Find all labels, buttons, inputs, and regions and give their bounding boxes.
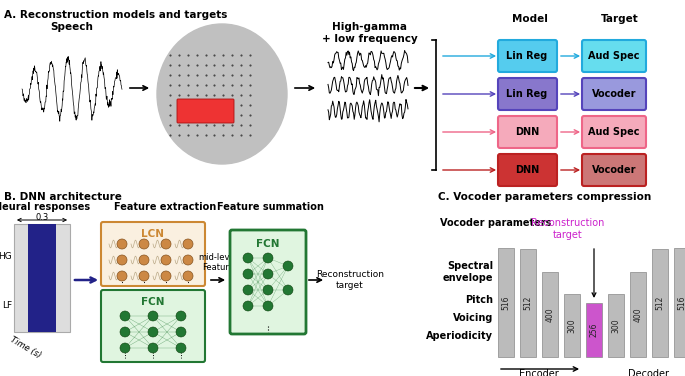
FancyBboxPatch shape: [230, 230, 306, 334]
Circle shape: [161, 271, 171, 281]
Text: 300: 300: [567, 318, 577, 333]
Circle shape: [117, 271, 127, 281]
Bar: [652, 249, 668, 357]
Text: Feature summation: Feature summation: [216, 202, 323, 212]
Circle shape: [120, 327, 130, 337]
Text: 512: 512: [656, 296, 664, 310]
Circle shape: [263, 269, 273, 279]
Circle shape: [148, 343, 158, 353]
Text: Vocoder: Vocoder: [592, 89, 636, 99]
Text: High-gamma
+ low frequency: High-gamma + low frequency: [322, 22, 418, 44]
FancyBboxPatch shape: [498, 154, 557, 186]
Text: 400: 400: [634, 307, 643, 322]
Text: Lin Reg: Lin Reg: [506, 89, 547, 99]
Text: 256: 256: [590, 323, 599, 337]
Text: A. Reconstruction models and targets: A. Reconstruction models and targets: [4, 10, 227, 20]
Circle shape: [139, 239, 149, 249]
Text: Encoder: Encoder: [519, 369, 559, 376]
Circle shape: [243, 285, 253, 295]
Text: 516: 516: [677, 295, 685, 310]
Text: LCN: LCN: [142, 229, 164, 239]
Circle shape: [283, 285, 293, 295]
Circle shape: [148, 311, 158, 321]
Text: Reconstruction
target: Reconstruction target: [532, 218, 605, 240]
Text: HG: HG: [0, 252, 12, 261]
FancyBboxPatch shape: [101, 290, 205, 362]
Text: Feature extraction: Feature extraction: [114, 202, 216, 212]
Text: 300: 300: [612, 318, 621, 333]
Bar: [586, 303, 602, 357]
Text: Lin Reg: Lin Reg: [506, 51, 547, 61]
Text: Spectral
envelope: Spectral envelope: [443, 261, 493, 283]
Circle shape: [183, 271, 193, 281]
Text: mid-level
Feature: mid-level Feature: [199, 253, 238, 272]
Text: 0.3: 0.3: [36, 213, 49, 222]
Circle shape: [176, 343, 186, 353]
Circle shape: [243, 253, 253, 263]
FancyBboxPatch shape: [582, 78, 646, 110]
Bar: [674, 248, 685, 357]
Text: Aud Spec: Aud Spec: [588, 51, 640, 61]
Circle shape: [117, 239, 127, 249]
Bar: [608, 294, 624, 357]
Bar: [564, 294, 580, 357]
FancyBboxPatch shape: [582, 154, 646, 186]
FancyBboxPatch shape: [498, 116, 557, 148]
Bar: [14, 224, 70, 332]
Text: Neural responses: Neural responses: [0, 202, 90, 212]
Circle shape: [176, 311, 186, 321]
Circle shape: [176, 327, 186, 337]
Circle shape: [243, 301, 253, 311]
Text: Aperiodicity: Aperiodicity: [426, 331, 493, 341]
Text: DNN: DNN: [515, 127, 539, 137]
Text: Model: Model: [512, 14, 548, 24]
Text: FCN: FCN: [141, 297, 165, 307]
FancyBboxPatch shape: [177, 99, 234, 123]
Circle shape: [263, 301, 273, 311]
Circle shape: [120, 343, 130, 353]
Text: 512: 512: [523, 296, 532, 310]
Circle shape: [139, 271, 149, 281]
Text: Reconstruction
target: Reconstruction target: [316, 270, 384, 290]
Circle shape: [117, 255, 127, 265]
Circle shape: [183, 239, 193, 249]
Text: C. Vocoder parameters compression: C. Vocoder parameters compression: [438, 192, 651, 202]
Text: Vocoder: Vocoder: [592, 165, 636, 175]
Text: 516: 516: [501, 295, 510, 310]
FancyBboxPatch shape: [498, 78, 557, 110]
Text: LF: LF: [2, 300, 12, 309]
Circle shape: [139, 255, 149, 265]
Circle shape: [148, 327, 158, 337]
Circle shape: [161, 255, 171, 265]
Bar: [630, 272, 646, 357]
Circle shape: [161, 239, 171, 249]
Text: 400: 400: [545, 307, 554, 322]
Bar: [542, 272, 558, 357]
Text: Time (s): Time (s): [9, 335, 43, 360]
Circle shape: [243, 269, 253, 279]
FancyBboxPatch shape: [498, 40, 557, 72]
FancyBboxPatch shape: [582, 40, 646, 72]
Text: B. DNN architecture: B. DNN architecture: [4, 192, 122, 202]
Bar: [498, 248, 514, 357]
FancyBboxPatch shape: [582, 116, 646, 148]
Text: Target: Target: [601, 14, 639, 24]
Text: FCN: FCN: [256, 239, 279, 249]
Circle shape: [120, 311, 130, 321]
Text: DNN: DNN: [515, 165, 539, 175]
FancyBboxPatch shape: [101, 222, 205, 286]
Text: Vocoder parameters: Vocoder parameters: [440, 218, 551, 228]
Bar: [28, 224, 56, 332]
Circle shape: [263, 253, 273, 263]
Circle shape: [183, 255, 193, 265]
Circle shape: [263, 285, 273, 295]
Text: Speech: Speech: [51, 22, 93, 32]
Bar: [520, 249, 536, 357]
Text: Decoder: Decoder: [629, 369, 669, 376]
Circle shape: [283, 261, 293, 271]
Text: Pitch: Pitch: [465, 295, 493, 305]
Text: Voicing: Voicing: [453, 313, 493, 323]
Ellipse shape: [157, 24, 287, 164]
Text: Aud Spec: Aud Spec: [588, 127, 640, 137]
